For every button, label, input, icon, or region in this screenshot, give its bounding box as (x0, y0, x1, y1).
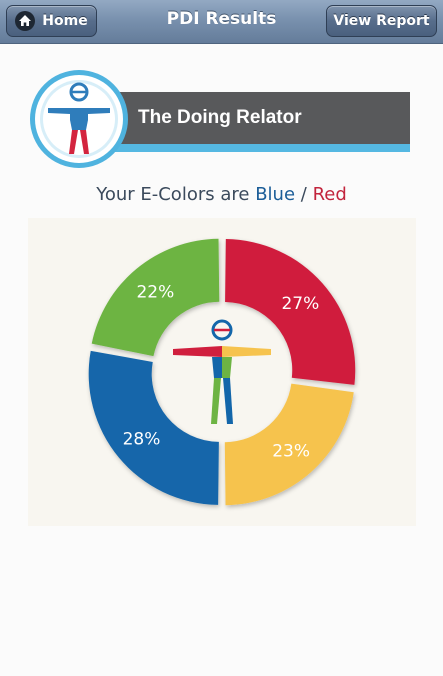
page-title: PDI Results (166, 9, 277, 29)
home-button-label: Home (42, 13, 88, 29)
slice-label-red: 27% (281, 294, 319, 314)
primary-color-label: Blue (255, 184, 296, 205)
title-bar: Home PDI Results View Report (0, 0, 443, 44)
slice-label-green: 22% (136, 282, 174, 302)
e-colors-chart: 27% 23% 28% 22% (28, 218, 416, 526)
banner-accent-strip (98, 144, 410, 152)
center-figure-icon (173, 319, 271, 424)
e-colors-prefix: Your E-Colors are (96, 184, 250, 205)
profile-banner: The Doing Relator (28, 68, 410, 173)
view-report-button[interactable]: View Report (326, 5, 437, 37)
slice-red (225, 239, 356, 385)
e-colors-logo-icon (30, 70, 128, 168)
slice-label-yellow: 23% (272, 441, 310, 461)
home-icon (15, 11, 36, 31)
banner-bar (98, 92, 410, 144)
slice-yellow (224, 383, 354, 506)
slice-blue (88, 350, 219, 505)
profile-type-heading: The Doing Relator (138, 107, 302, 128)
slice-green (91, 238, 220, 357)
secondary-color-label: Red (312, 184, 347, 205)
color-separator: / (300, 184, 307, 205)
slice-label-blue: 28% (123, 430, 161, 450)
donut-chart: 27% 23% 28% 22% (88, 238, 356, 506)
home-button[interactable]: Home (6, 5, 97, 37)
e-colors-summary: Your E-Colors are Blue / Red (0, 184, 443, 205)
